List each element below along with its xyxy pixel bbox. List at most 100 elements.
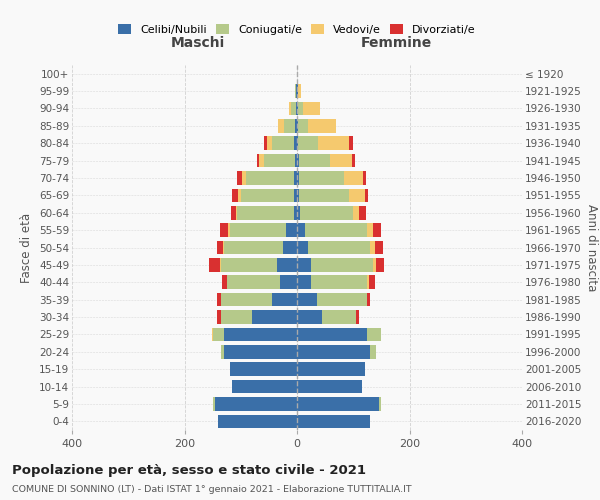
Text: Maschi: Maschi — [171, 36, 225, 51]
Y-axis label: Anni di nascita: Anni di nascita — [585, 204, 598, 291]
Text: Femmine: Femmine — [361, 36, 431, 51]
Bar — [220, 258, 221, 272]
Bar — [232, 380, 297, 394]
Bar — [349, 188, 365, 202]
Bar — [311, 276, 367, 289]
Bar — [257, 154, 259, 168]
Bar — [283, 240, 297, 254]
Bar — [308, 240, 370, 254]
Bar — [223, 240, 224, 254]
Bar — [218, 414, 297, 428]
Bar — [259, 154, 264, 168]
Bar — [297, 240, 308, 254]
Bar — [365, 188, 368, 202]
Bar — [284, 119, 295, 132]
Bar — [277, 258, 297, 272]
Legend: Celibi/Nubili, Coniugati/e, Vedovi/e, Divorziati/e: Celibi/Nubili, Coniugati/e, Vedovi/e, Di… — [114, 20, 480, 39]
Bar — [220, 224, 229, 237]
Bar — [299, 154, 329, 168]
Bar — [272, 293, 297, 306]
Bar — [247, 171, 294, 185]
Bar — [298, 136, 318, 150]
Bar — [297, 171, 299, 185]
Bar — [232, 188, 238, 202]
Bar — [209, 258, 220, 272]
Bar — [224, 328, 297, 341]
Bar — [294, 136, 297, 150]
Bar — [297, 310, 322, 324]
Bar — [221, 345, 224, 358]
Bar — [212, 397, 215, 410]
Bar — [367, 276, 369, 289]
Bar — [286, 224, 297, 237]
Bar — [292, 102, 296, 115]
Bar — [376, 258, 384, 272]
Bar — [231, 206, 236, 220]
Bar — [297, 345, 370, 358]
Bar — [293, 206, 297, 220]
Bar — [344, 171, 364, 185]
Bar — [212, 328, 224, 341]
Bar — [356, 310, 359, 324]
Bar — [297, 224, 305, 237]
Bar — [318, 136, 349, 150]
Bar — [224, 345, 297, 358]
Bar — [242, 171, 247, 185]
Bar — [297, 258, 311, 272]
Bar — [267, 136, 272, 150]
Bar — [295, 84, 296, 98]
Bar — [289, 102, 292, 115]
Bar — [297, 362, 365, 376]
Bar — [311, 258, 373, 272]
Bar — [367, 293, 370, 306]
Bar — [329, 154, 352, 168]
Bar — [297, 154, 299, 168]
Bar — [373, 258, 376, 272]
Text: Popolazione per età, sesso e stato civile - 2021: Popolazione per età, sesso e stato civil… — [12, 464, 366, 477]
Bar — [224, 240, 283, 254]
Bar — [278, 119, 284, 132]
Bar — [297, 119, 298, 132]
Bar — [298, 84, 301, 98]
Bar — [370, 240, 374, 254]
Bar — [299, 188, 349, 202]
Bar — [373, 224, 382, 237]
Bar — [229, 362, 297, 376]
Bar — [299, 171, 344, 185]
Bar — [294, 171, 297, 185]
Bar — [222, 276, 227, 289]
Bar — [221, 293, 272, 306]
Bar — [297, 136, 298, 150]
Bar — [297, 414, 370, 428]
Bar — [308, 119, 337, 132]
Bar — [379, 397, 382, 410]
Bar — [359, 206, 365, 220]
Bar — [227, 276, 280, 289]
Bar — [298, 119, 308, 132]
Bar — [297, 102, 298, 115]
Bar — [264, 154, 295, 168]
Bar — [265, 136, 267, 150]
Y-axis label: Fasce di età: Fasce di età — [20, 212, 34, 282]
Bar — [221, 310, 252, 324]
Bar — [252, 310, 297, 324]
Bar — [369, 276, 374, 289]
Bar — [297, 397, 379, 410]
Bar — [300, 206, 353, 220]
Bar — [302, 102, 320, 115]
Bar — [297, 206, 300, 220]
Bar — [297, 328, 367, 341]
Bar — [352, 154, 355, 168]
Bar — [296, 102, 297, 115]
Bar — [297, 293, 317, 306]
Bar — [295, 119, 297, 132]
Bar — [236, 206, 238, 220]
Text: COMUNE DI SONNINO (LT) - Dati ISTAT 1° gennaio 2021 - Elaborazione TUTTITALIA.IT: COMUNE DI SONNINO (LT) - Dati ISTAT 1° g… — [12, 485, 412, 494]
Bar — [297, 380, 362, 394]
Bar — [370, 345, 376, 358]
Bar — [353, 206, 359, 220]
Bar — [238, 171, 242, 185]
Bar — [241, 188, 294, 202]
Bar — [280, 276, 297, 289]
Bar — [367, 328, 382, 341]
